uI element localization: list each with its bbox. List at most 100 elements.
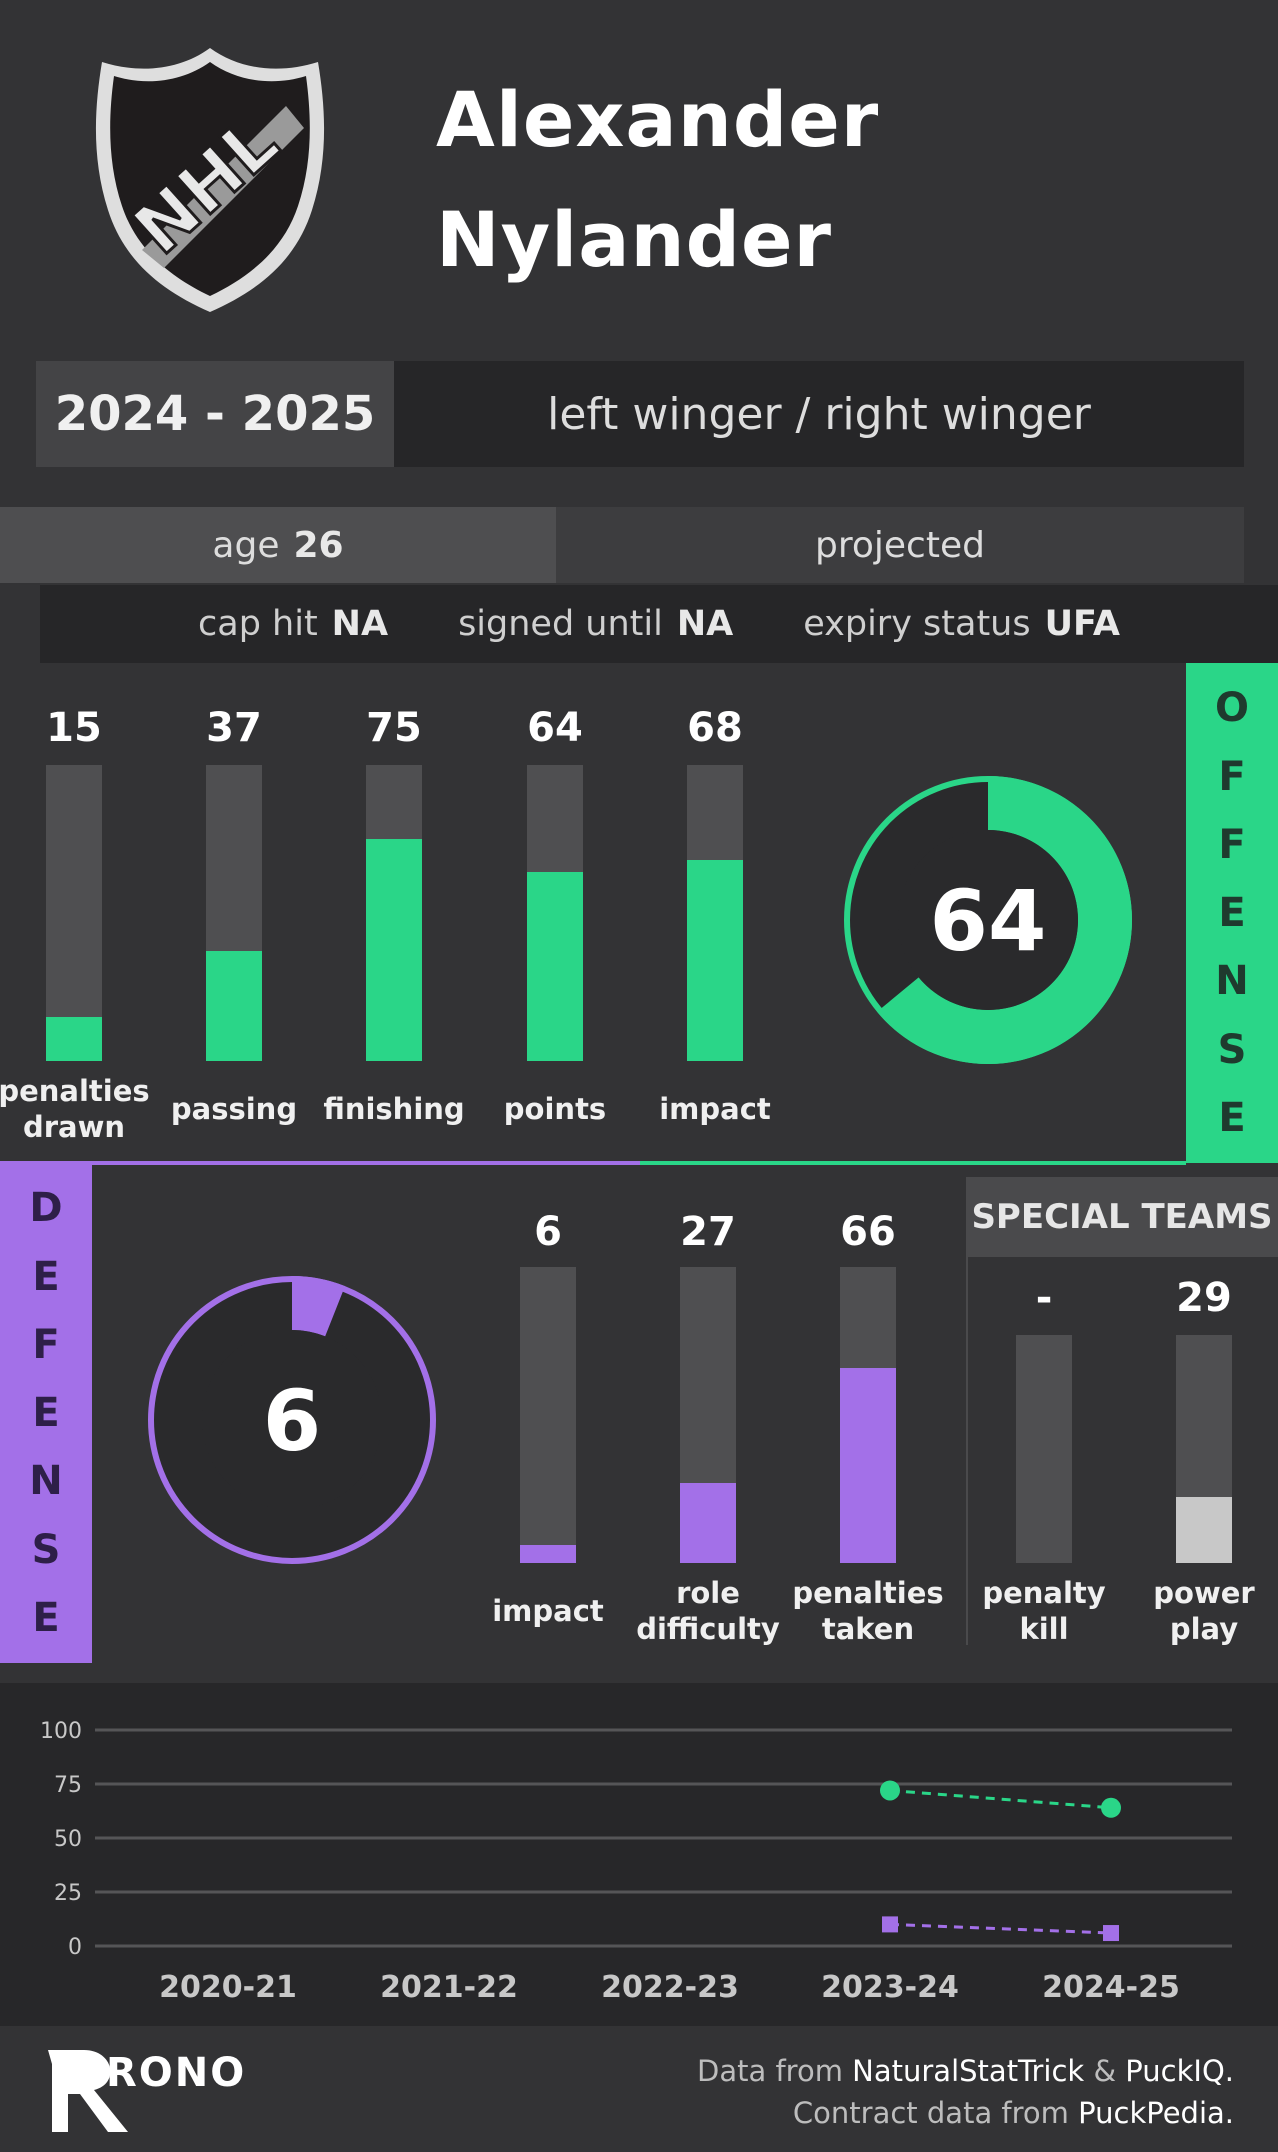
offense-side-letter: N bbox=[1215, 958, 1249, 1005]
defense-point bbox=[882, 1916, 898, 1933]
defense-gauge-value: 6 bbox=[263, 1372, 321, 1470]
footer-credit-1: Data from NaturalStatTrick & PuckIQ. bbox=[697, 2054, 1234, 2088]
offense-bar-fill bbox=[366, 839, 422, 1061]
expiry-label: expiry status bbox=[803, 604, 1031, 644]
defense-gauge: 6 bbox=[148, 1276, 436, 1564]
defense-side-letter: E bbox=[32, 1594, 60, 1641]
x-tick-label: 2024-25 bbox=[1042, 1970, 1180, 2005]
offense-side-letter: S bbox=[1217, 1026, 1247, 1073]
x-tick-label: 2023-24 bbox=[821, 1970, 959, 2005]
offense-bar-label: finishing bbox=[323, 1092, 465, 1126]
defense-bar-value: 66 bbox=[840, 1209, 896, 1255]
offense-bar-track bbox=[206, 765, 262, 1061]
defense-gauge-arc bbox=[292, 1276, 346, 1337]
defense-bar-label: role difficulty bbox=[636, 1576, 780, 1646]
cap-hit-label: cap hit bbox=[198, 604, 318, 644]
offense-side-letter: O bbox=[1214, 685, 1249, 732]
offense-bar-track bbox=[527, 765, 583, 1061]
offense-side-letter: F bbox=[1218, 753, 1246, 800]
source-naturalstattrick: NaturalStatTrick bbox=[852, 2054, 1085, 2088]
defense-side-letter: E bbox=[32, 1253, 60, 1300]
x-tick-label: 2020-21 bbox=[159, 1970, 297, 2005]
footer-line2-prefix: Contract data from bbox=[792, 2096, 1069, 2130]
age-label: age bbox=[212, 524, 280, 566]
defense-bar-track bbox=[840, 1267, 896, 1563]
offense-point bbox=[880, 1780, 900, 1801]
offense-bar-track bbox=[366, 765, 422, 1061]
y-tick-label: 25 bbox=[54, 1881, 82, 1906]
age-value: 26 bbox=[293, 524, 344, 566]
source-puckiq: PuckIQ. bbox=[1125, 2054, 1234, 2088]
section-divider-offense bbox=[640, 1161, 1186, 1165]
defense-bars: 6 impact 27 role difficulty 66 penalties taken bbox=[0, 1163, 966, 1663]
defense-bar-track bbox=[680, 1267, 736, 1563]
x-tick-label: 2021-22 bbox=[380, 1970, 518, 2005]
special-teams-title: SPECIAL TEAMS bbox=[966, 1177, 1278, 1257]
offense-bar-fill bbox=[527, 871, 583, 1061]
footer-amp: & bbox=[1093, 2054, 1117, 2088]
brand-name: RONO bbox=[106, 2050, 247, 2096]
signed-until-label: signed until bbox=[458, 604, 663, 644]
special-teams-bar-label: penalty kill bbox=[982, 1576, 1106, 1646]
offense-bar-label: penalties drawn bbox=[0, 1074, 150, 1144]
player-first-name: Alexander bbox=[436, 75, 880, 164]
special-teams-bar-track bbox=[1016, 1335, 1072, 1563]
offense-bar-value: 64 bbox=[527, 705, 583, 751]
defense-series-line bbox=[889, 1922, 1112, 1935]
offense-bar-value: 15 bbox=[46, 705, 102, 751]
defense-bar-fill bbox=[680, 1483, 736, 1563]
defense-gauge-center bbox=[202, 1330, 382, 1510]
projected-label: projected bbox=[556, 507, 1244, 583]
offense-point bbox=[1101, 1797, 1121, 1818]
defense-bar-label: penalties taken bbox=[792, 1576, 944, 1646]
cap-hit-value: NA bbox=[331, 604, 389, 644]
source-puckpedia: PuckPedia. bbox=[1078, 2096, 1234, 2130]
offense-bar-label: passing bbox=[170, 1092, 298, 1126]
offense-bar-fill bbox=[687, 859, 743, 1061]
footer-credit-2: Contract data from PuckPedia. bbox=[793, 2096, 1234, 2130]
offense-side-letter: E bbox=[1218, 1094, 1246, 1141]
offense-bar-value: 37 bbox=[206, 705, 262, 751]
offense-bar-label: impact bbox=[659, 1092, 771, 1126]
offense-bar-value: 68 bbox=[687, 705, 743, 751]
offense-bar-track bbox=[687, 765, 743, 1061]
defense-side-letter: N bbox=[29, 1458, 63, 1505]
nhl-logo: NHL bbox=[90, 40, 330, 320]
offense-gauge-center bbox=[898, 830, 1078, 1010]
age-box: age 26 bbox=[0, 507, 556, 583]
signed-until-value: NA bbox=[676, 604, 734, 644]
player-last-name: Nylander bbox=[436, 195, 833, 284]
offense-gauge: 64 bbox=[844, 776, 1132, 1064]
offense-bar-fill bbox=[206, 951, 262, 1061]
defense-side-letter: S bbox=[31, 1526, 61, 1573]
defense-side-letter: F bbox=[32, 1321, 60, 1368]
rono-logo: RONO bbox=[44, 2044, 244, 2136]
defense-bar-label: impact bbox=[492, 1594, 604, 1628]
special-teams-bar-fill bbox=[1176, 1496, 1232, 1563]
offense-bar-track bbox=[46, 765, 102, 1061]
contract-info: cap hit NA signed until NA expiry status UF… bbox=[40, 585, 1278, 663]
defense-bar-fill bbox=[520, 1545, 576, 1563]
footer-line1-prefix: Data from bbox=[697, 2054, 843, 2088]
defense-side-letter: D bbox=[29, 1185, 63, 1232]
position-label: left winger / right winger bbox=[394, 361, 1244, 467]
offense-gauge-value: 64 bbox=[930, 872, 1047, 970]
defense-bar-track bbox=[520, 1267, 576, 1563]
special-teams-divider bbox=[966, 1257, 968, 1645]
offense-series-line bbox=[889, 1788, 1112, 1810]
offense-bar-label: points bbox=[503, 1092, 607, 1126]
offense-gauge-arc bbox=[877, 776, 1132, 1064]
y-tick-label: 100 bbox=[40, 1719, 82, 1744]
y-tick-label: 50 bbox=[54, 1827, 82, 1852]
special-teams-bar-track bbox=[1176, 1335, 1232, 1563]
x-tick-label: 2022-23 bbox=[601, 1970, 739, 2005]
offense-bar-value: 75 bbox=[366, 705, 422, 751]
section-divider bbox=[0, 1161, 640, 1165]
offense-side-letter: E bbox=[1218, 890, 1246, 936]
y-tick-label: 0 bbox=[68, 1935, 82, 1960]
footer: RONO Data from NaturalStatTrick & PuckIQ… bbox=[0, 2026, 1278, 2152]
defense-bar-fill bbox=[840, 1367, 896, 1563]
defense-side-letter: E bbox=[32, 1390, 60, 1436]
